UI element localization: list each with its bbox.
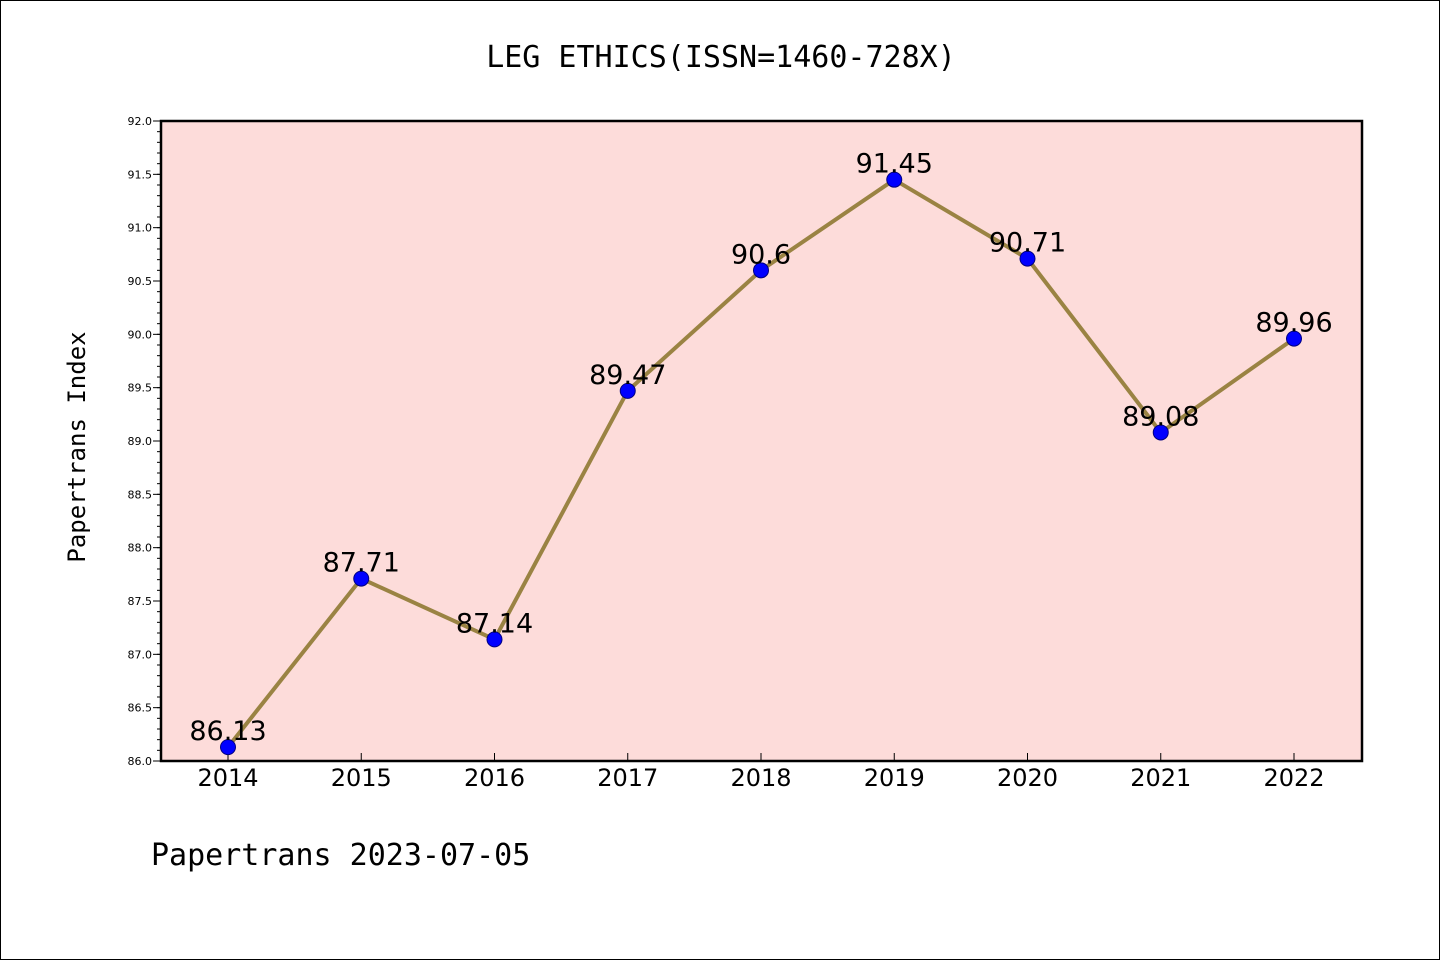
data-point (486, 631, 503, 648)
data-point (220, 739, 236, 756)
plot-area (161, 121, 1362, 761)
y-tick-label: 90.5 (128, 275, 153, 288)
y-tick-label: 87.0 (128, 648, 153, 661)
data-point (753, 262, 769, 279)
y-axis: 86.0 86.5 87.0 87.5 88.0 88.5 89.0 89.5 90.0 90.5… (128, 115, 161, 768)
x-tick-label: 2015 (331, 764, 392, 792)
y-tick-label: 89.5 (128, 382, 153, 395)
y-tick-label: 92.0 (128, 115, 153, 128)
data-label: 89.47 (589, 360, 666, 391)
data-point (353, 570, 370, 587)
data-label: 91.45 (856, 149, 933, 180)
data-label: 90.71 (989, 228, 1066, 259)
x-tick-label: 2021 (1130, 764, 1191, 792)
data-label: 90.6 (731, 239, 791, 270)
x-tick-label: 2022 (1263, 764, 1324, 792)
data-point (1019, 250, 1036, 267)
data-label: 87.14 (456, 608, 533, 639)
y-tick-label: 88.0 (128, 542, 153, 555)
y-tick-label: 86.0 (128, 755, 153, 768)
chart-title: LEG ETHICS(ISSN=1460-728X) (486, 40, 956, 75)
x-tick-label: 2019 (864, 764, 925, 792)
data-label: 86.13 (189, 716, 266, 747)
x-tick-label: 2017 (597, 764, 658, 792)
y-tick-label: 91.5 (128, 168, 153, 181)
y-tick-label: 90.0 (128, 328, 153, 341)
data-point (1286, 330, 1302, 347)
y-tick-label: 86.5 (128, 702, 153, 715)
data-label: 89.08 (1122, 401, 1199, 432)
data-label-group: 86.13 87.71 87.14 89.47 90.6 91.45 90.71 89.08 8… (189, 149, 1332, 747)
x-axis: 2014 2015 2016 2017 2018 2019 2020 2021 2022 (197, 753, 1325, 792)
y-tick-label: 87.5 (128, 595, 153, 608)
x-tick-label: 2018 (730, 764, 791, 792)
x-tick-label: 2020 (997, 764, 1058, 792)
footer-note: Papertrans 2023-07-05 (151, 838, 530, 873)
y-tick-label: 88.5 (128, 488, 153, 501)
y-tick-label: 89.0 (128, 435, 153, 448)
plot-frame (159, 119, 1364, 763)
y-axis-label: Papertrans Index (63, 331, 91, 562)
y-tick-label: 91.0 (128, 222, 153, 235)
x-tick-label: 2014 (197, 764, 258, 792)
data-point (886, 171, 903, 188)
data-label: 89.96 (1255, 308, 1332, 339)
data-point (619, 382, 636, 399)
x-tick-label: 2016 (464, 764, 525, 792)
data-label: 87.71 (323, 548, 400, 579)
data-point-group (220, 171, 1302, 756)
data-point (1152, 424, 1169, 441)
